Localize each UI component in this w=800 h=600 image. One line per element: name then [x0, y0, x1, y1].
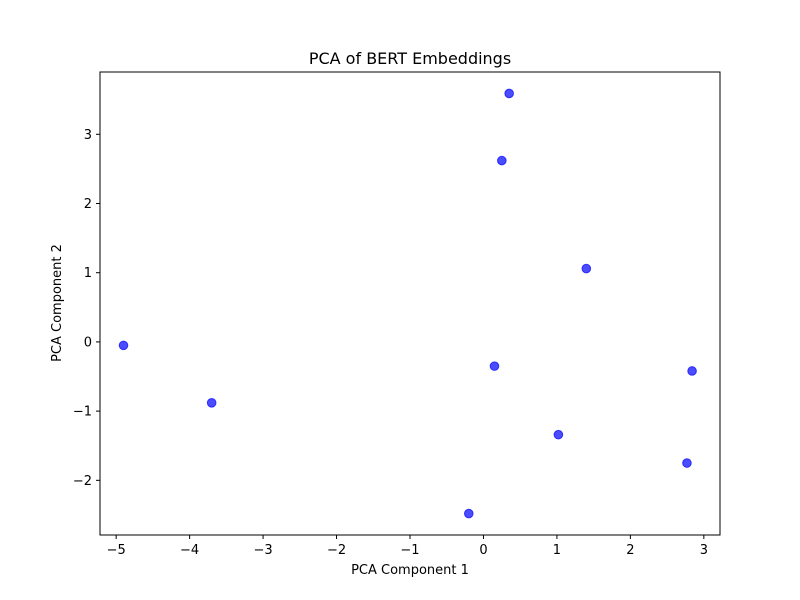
scatter-point	[553, 429, 564, 440]
axis-ticks: −5 −4 −3 −2 −1 0 1 2 3 −2 −1 0 1 2 3	[73, 128, 708, 558]
scatter-point	[687, 366, 697, 376]
scatter-point	[118, 340, 129, 351]
x-tick-label: −3	[253, 543, 272, 558]
y-tick-label: 2	[84, 197, 92, 212]
x-axis-label: PCA Component 1	[351, 563, 469, 578]
x-tick-label: 2	[626, 543, 634, 558]
data-points	[118, 88, 697, 519]
y-tick-label: 1	[84, 266, 92, 281]
y-tick-label: 0	[84, 335, 92, 350]
scatter-point	[581, 263, 592, 274]
scatter-point	[463, 508, 474, 519]
x-tick-label: 1	[553, 543, 561, 558]
y-tick-label: −2	[73, 474, 92, 489]
scatter-point	[504, 88, 514, 99]
y-tick-label: −1	[73, 405, 92, 420]
x-tick-label: 3	[700, 543, 708, 558]
plot-frame	[99, 71, 721, 536]
y-axis-label: PCA Component 2	[50, 244, 65, 362]
scatter-point	[682, 458, 692, 468]
x-tick-label: 0	[479, 543, 487, 558]
scatter-point	[489, 361, 500, 371]
x-tick-label: −1	[400, 543, 419, 558]
x-tick-label: −5	[107, 543, 126, 558]
y-tick-label: 3	[84, 128, 92, 143]
scatter-point	[206, 398, 217, 408]
x-tick-label: −2	[327, 543, 346, 558]
scatter-point	[497, 155, 507, 166]
x-tick-label: −4	[180, 543, 199, 558]
chart-title: PCA of BERT Embeddings	[309, 49, 511, 68]
